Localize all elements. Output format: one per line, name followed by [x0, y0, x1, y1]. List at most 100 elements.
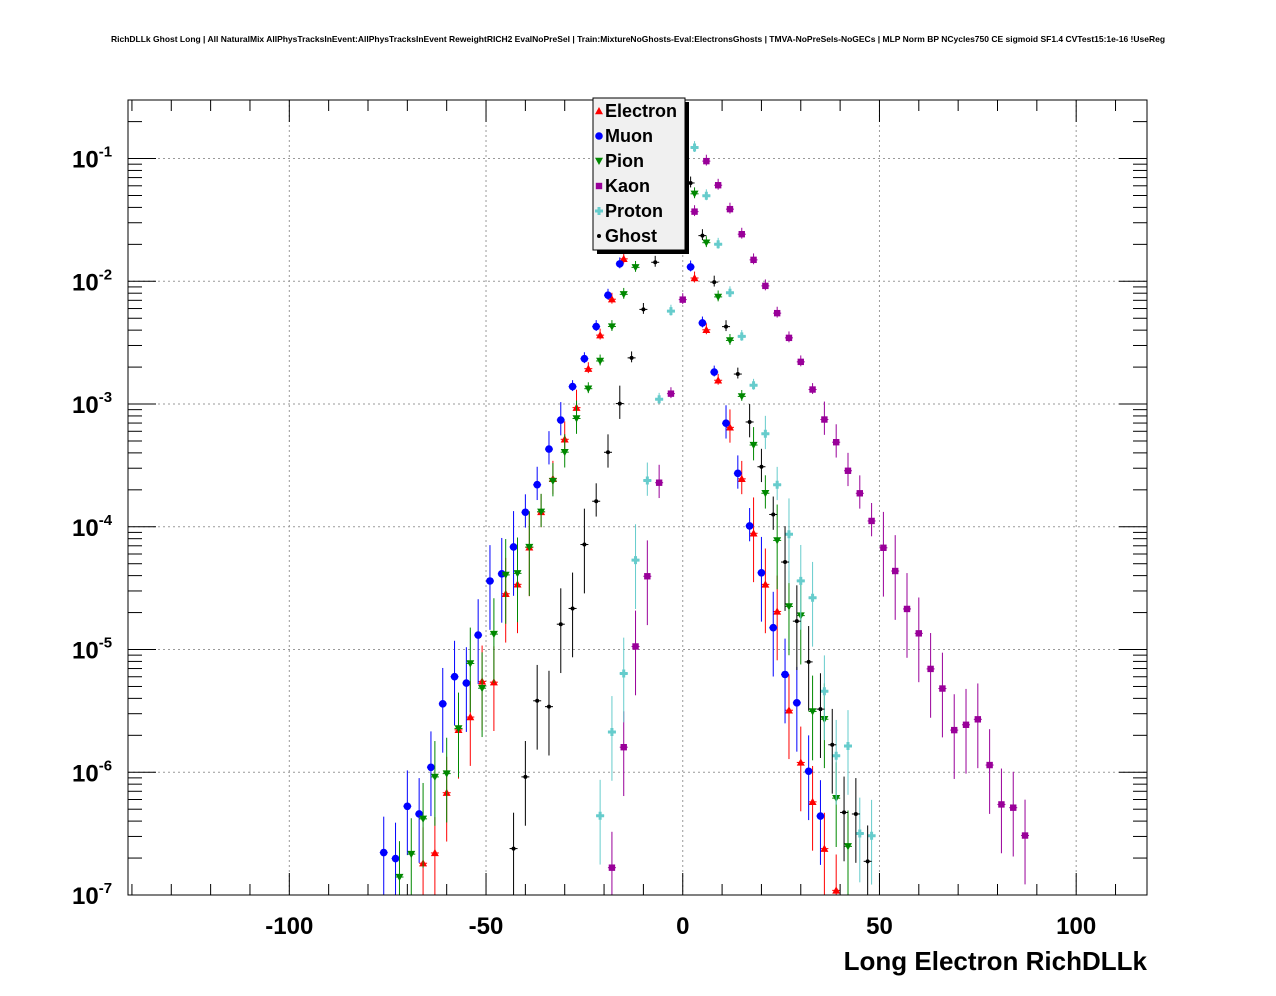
- data-point: [796, 576, 805, 585]
- data-point: [761, 429, 770, 438]
- data-point: [560, 448, 569, 457]
- legend-label-proton: Proton: [605, 201, 663, 221]
- data-point: [842, 810, 847, 815]
- legend-label-kaon: Kaon: [605, 176, 650, 196]
- data-point: [619, 291, 628, 299]
- data-point: [785, 334, 793, 342]
- data-point: [688, 180, 693, 185]
- data-point: [784, 603, 793, 611]
- data-point: [806, 659, 811, 664]
- data-point: [843, 843, 852, 851]
- data-point: [489, 630, 498, 639]
- chart-title: RichDLLk Ghost Long | All NaturalMix All…: [110, 34, 1166, 44]
- data-point: [832, 439, 840, 446]
- data-point: [605, 450, 610, 455]
- legend-box: [592, 97, 686, 251]
- data-point: [703, 157, 710, 165]
- data-point: [617, 401, 622, 406]
- data-point: [1010, 804, 1017, 811]
- data-point: [690, 273, 699, 282]
- data-point: [643, 476, 652, 485]
- data-point: [832, 751, 841, 760]
- legend-label-electron: Electron: [605, 101, 677, 121]
- data-point: [690, 190, 699, 198]
- x-tick-label: 50: [866, 913, 893, 940]
- data-point: [607, 323, 616, 331]
- data-point: [844, 467, 852, 474]
- data-point: [537, 508, 546, 516]
- data-point: [853, 811, 858, 816]
- data-point: [521, 508, 530, 517]
- data-point: [843, 741, 852, 750]
- data-point: [821, 416, 828, 423]
- data-point: [474, 631, 482, 639]
- data-point: [545, 445, 553, 453]
- series-kaon: [607, 154, 1030, 895]
- data-point: [594, 499, 599, 504]
- data-point: [773, 607, 782, 615]
- data-point: [615, 260, 624, 268]
- data-point: [653, 260, 658, 265]
- data-point: [714, 240, 723, 249]
- data-point: [604, 291, 612, 300]
- data-point: [738, 230, 745, 238]
- data-point: [773, 309, 781, 317]
- data-point: [691, 208, 698, 215]
- data-point: [734, 469, 742, 478]
- data-point: [427, 763, 435, 772]
- data-point: [679, 296, 686, 303]
- data-point: [830, 742, 835, 747]
- data-point: [641, 307, 646, 312]
- data-point: [773, 537, 782, 545]
- data-point: [584, 364, 593, 372]
- data-point: [747, 419, 752, 424]
- data-point: [702, 239, 711, 247]
- x-tick-label: -50: [469, 913, 504, 940]
- data-point: [582, 542, 587, 547]
- legend-label-pion: Pion: [605, 151, 644, 171]
- data-point: [749, 381, 758, 390]
- x-axis-label: Long Electron RichDLLk: [844, 946, 1148, 976]
- data-point: [568, 382, 577, 391]
- data-point: [784, 706, 793, 714]
- data-point: [535, 698, 540, 703]
- data-point: [773, 480, 782, 489]
- data-point: [808, 708, 817, 716]
- data-point: [525, 543, 534, 552]
- data-point: [580, 354, 589, 363]
- data-point: [666, 307, 675, 316]
- y-tick-label: 10-6: [72, 757, 112, 787]
- data-point: [816, 812, 825, 820]
- data-point: [796, 758, 805, 766]
- data-point: [962, 721, 970, 728]
- data-point: [710, 368, 719, 376]
- data-point: [391, 854, 400, 863]
- data-point: [725, 288, 734, 297]
- data-point: [644, 573, 651, 580]
- data-point: [533, 480, 541, 489]
- data-point: [820, 844, 829, 852]
- data-point: [737, 474, 746, 483]
- tick-labels: -100 -50 0 50 100 10-7 10-6 10-5 10-4 10-3 10-2 10-…: [72, 144, 1096, 940]
- data-point: [462, 679, 471, 687]
- data-point: [761, 490, 770, 498]
- data-point: [509, 543, 518, 551]
- data-point: [523, 774, 528, 779]
- data-point: [655, 395, 664, 404]
- y-tick-label: 10-3: [72, 389, 112, 419]
- data-point: [632, 643, 639, 650]
- data-point: [892, 567, 899, 575]
- legend-marker-electron: [595, 107, 603, 115]
- data-point: [784, 530, 793, 539]
- data-point: [546, 704, 551, 709]
- data-point: [725, 423, 734, 431]
- data-point: [804, 767, 813, 776]
- legend-marker-muon: [595, 132, 603, 140]
- data-point: [986, 761, 993, 769]
- data-point: [686, 263, 695, 271]
- data-point: [769, 623, 778, 632]
- data-point: [735, 372, 740, 377]
- data-point: [726, 205, 734, 213]
- y-tick-label: 10-4: [72, 512, 113, 542]
